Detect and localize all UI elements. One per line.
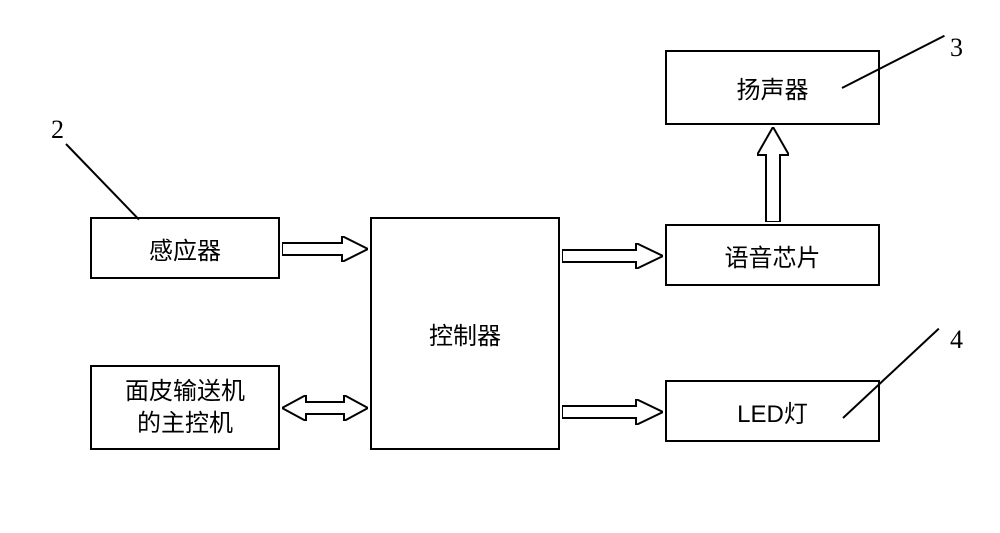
- node-voice-chip: 语音芯片: [665, 224, 880, 286]
- node-controller-label: 控制器: [429, 316, 501, 351]
- node-voice-chip-label: 语音芯片: [725, 238, 821, 273]
- callout-4: 4: [950, 325, 963, 355]
- arrow-controller-led: [562, 399, 663, 425]
- node-speaker-label: 扬声器: [737, 70, 809, 105]
- node-speaker: 扬声器: [665, 50, 880, 125]
- arrow-conveyor-controller: [282, 395, 368, 421]
- arrow-controller-voicechip: [562, 243, 663, 269]
- callout-2: 2: [51, 115, 64, 145]
- node-led-label: LED灯: [737, 394, 808, 429]
- node-sensor-label: 感应器: [149, 231, 221, 266]
- node-conveyor: 面皮输送机 的主控机: [90, 365, 280, 450]
- node-controller: 控制器: [370, 217, 560, 450]
- arrow-voicechip-speaker: [757, 127, 789, 222]
- lead-line-2: [65, 143, 139, 220]
- node-sensor: 感应器: [90, 217, 280, 279]
- lead-line-4: [842, 328, 939, 419]
- callout-3: 3: [950, 33, 963, 63]
- node-conveyor-label: 面皮输送机 的主控机: [125, 376, 245, 438]
- arrow-sensor-controller: [282, 236, 368, 262]
